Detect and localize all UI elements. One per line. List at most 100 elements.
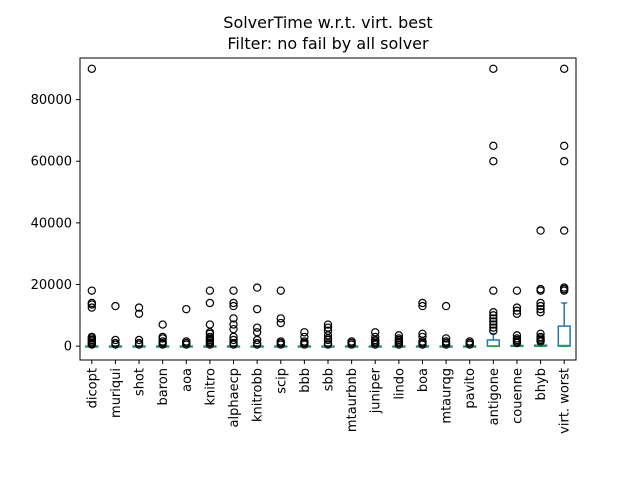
outlier-point	[512, 286, 522, 295]
box-boa	[415, 298, 430, 349]
outlier-point	[158, 334, 167, 343]
outlier-point	[134, 303, 144, 312]
box-body	[486, 339, 500, 347]
outlier-point	[111, 301, 120, 311]
box-antigone	[486, 64, 500, 347]
outlier-point	[559, 64, 569, 73]
outlier-point	[252, 335, 262, 345]
outlier-point	[229, 286, 238, 295]
box-knitrobb	[250, 283, 264, 349]
box-knitro	[203, 286, 217, 349]
outlier-point	[489, 317, 498, 326]
box-pavito	[463, 337, 477, 349]
outlier-point	[323, 320, 333, 329]
outlier-point	[559, 286, 569, 295]
outlier-point	[489, 286, 498, 295]
outlier-point	[536, 301, 545, 311]
box-mtaurqg	[439, 301, 453, 349]
outlier-point	[418, 298, 427, 308]
outlier-point	[87, 64, 97, 73]
outlier-point	[87, 303, 97, 312]
box-virt-worst	[557, 64, 571, 347]
outlier-point	[111, 335, 120, 345]
x-tick-label: aoa	[180, 368, 195, 392]
box-muriqui	[108, 301, 123, 349]
outlier-point	[276, 340, 285, 349]
outlier-point	[489, 314, 498, 323]
box-mtaurbnb	[344, 337, 359, 349]
outlier-point	[111, 340, 120, 349]
outlier-point	[536, 226, 545, 235]
outlier-point	[158, 340, 167, 349]
outlier-point	[276, 318, 285, 328]
outlier-point	[300, 328, 309, 337]
box-bbb	[297, 328, 312, 349]
x-tick-label: mtaurbnb	[345, 368, 360, 432]
x-tick-label: boa	[416, 368, 431, 392]
outlier-point	[536, 337, 545, 346]
x-tick-label: lindo	[392, 368, 407, 400]
outlier-point	[489, 326, 498, 335]
outlier-point	[205, 320, 215, 329]
outlier-point	[158, 320, 167, 329]
outlier-point	[512, 338, 522, 348]
outlier-point	[489, 308, 498, 317]
outlier-point	[441, 334, 451, 343]
outlier-point	[276, 286, 285, 295]
outlier-point	[323, 335, 333, 345]
x-tick-label: knitrobb	[251, 368, 266, 422]
box-bhyb	[533, 226, 548, 347]
box-baron	[156, 320, 170, 349]
outlier-point	[252, 340, 262, 349]
box-aoa	[179, 304, 193, 349]
outlier-point	[87, 286, 97, 295]
outlier-point	[252, 283, 262, 292]
outlier-point	[394, 340, 404, 349]
y-tick-label: 60000	[31, 155, 72, 170]
outlier-point	[229, 340, 238, 349]
box-scip	[274, 286, 288, 349]
x-tick-label: baron	[156, 368, 171, 405]
outlier-point	[441, 340, 451, 349]
box-couenne	[510, 286, 524, 348]
outlier-point	[347, 340, 356, 349]
outlier-point	[559, 226, 569, 235]
x-tick-label: juniper	[369, 367, 384, 414]
outlier-point	[229, 335, 238, 345]
x-tick-label: antigone	[487, 368, 502, 425]
x-tick-label: pavito	[463, 368, 478, 409]
box-shot	[132, 303, 146, 349]
outlier-point	[205, 286, 215, 295]
outlier-point	[229, 301, 238, 311]
outlier-point	[512, 303, 522, 312]
outlier-point	[536, 286, 545, 295]
outlier-point	[134, 309, 144, 318]
y-tick-label: 80000	[31, 93, 72, 108]
box-sbb	[321, 320, 335, 349]
outlier-point	[512, 309, 522, 318]
outlier-point	[252, 328, 262, 337]
outlier-point	[229, 324, 238, 334]
outlier-point	[87, 340, 97, 349]
outlier-point	[252, 323, 262, 332]
x-tick-label: couenne	[510, 368, 525, 424]
outlier-point	[536, 308, 545, 317]
chart-title-line-2: Filter: no fail by all solver	[227, 34, 429, 53]
box-dicopt	[85, 64, 99, 349]
y-tick-label: 40000	[31, 216, 72, 231]
chart-title-line-1: SolverTime w.r.t. virt. best	[223, 13, 432, 32]
box-body	[557, 325, 571, 347]
outlier-point	[205, 298, 215, 308]
outlier-point	[536, 304, 545, 314]
x-tick-label: dicopt	[85, 368, 100, 408]
x-tick-label: shot	[133, 368, 148, 396]
x-tick-label: bbb	[298, 368, 313, 393]
outlier-point	[229, 298, 238, 308]
x-tick-label: alphaecp	[227, 368, 242, 427]
outlier-point	[205, 340, 215, 349]
plot-frame	[79, 57, 577, 361]
outlier-point	[441, 301, 451, 311]
outlier-point	[418, 301, 427, 311]
x-tick-label: scip	[274, 368, 289, 394]
